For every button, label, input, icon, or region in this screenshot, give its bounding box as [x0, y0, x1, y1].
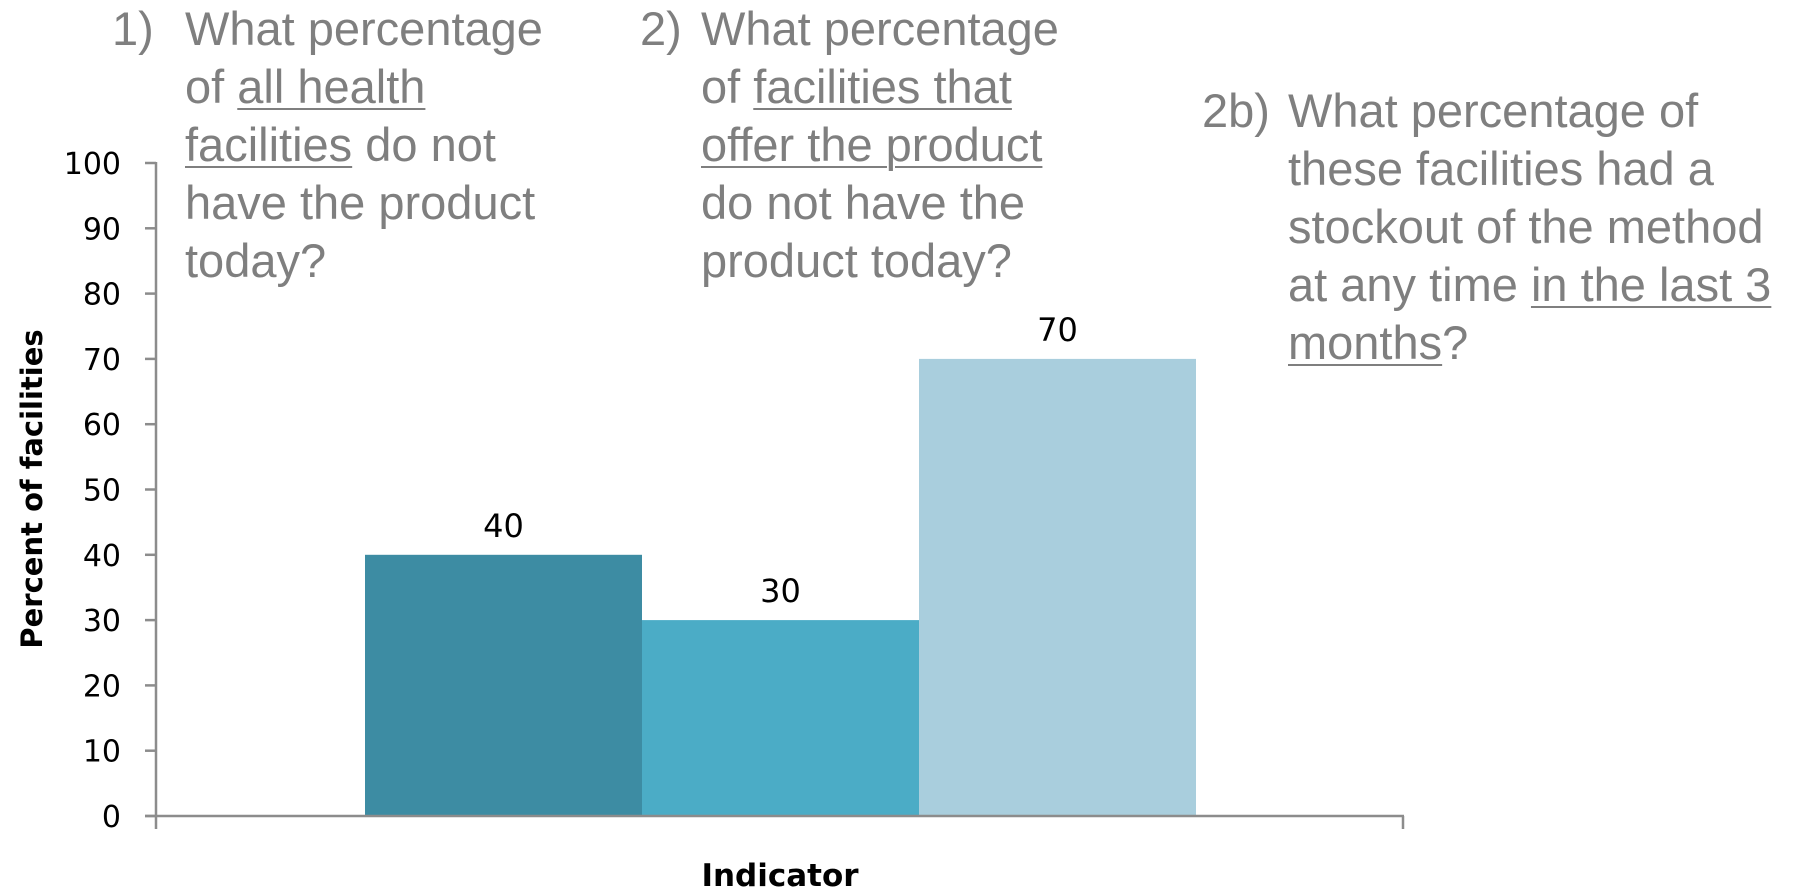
question-2-annotation: 2) What percentage of facilities that of… — [640, 0, 1110, 300]
y-tick-label: 20 — [83, 669, 121, 704]
question-2-text-underlined: facilities that offer the product — [701, 60, 1043, 171]
x-axis-label: Indicator — [701, 858, 859, 890]
y-tick-label: 0 — [102, 800, 121, 835]
y-tick-label: 100 — [64, 147, 121, 182]
question-2b-text-underlined: in the last 3 months — [1288, 258, 1772, 369]
y-tick-label: 30 — [83, 604, 121, 639]
question-2b-annotation: 2b) What percentage of these facilities … — [1202, 82, 1792, 382]
question-1-text-underlined: all health facilities — [185, 60, 426, 171]
question-2b-text-after: ? — [1442, 316, 1469, 369]
y-tick-label: 10 — [83, 735, 121, 770]
question-2-text: What percentage of facilities that offer… — [701, 0, 1101, 290]
y-tick-label: 80 — [83, 278, 121, 313]
y-axis-label: Percent of facilities — [15, 329, 49, 648]
bar-1 — [365, 554, 642, 816]
data-labels: 40 30 70 — [483, 311, 1078, 610]
data-label-2: 30 — [760, 572, 801, 610]
y-tick-label: 60 — [83, 408, 121, 443]
question-2b-number: 2b) — [1202, 84, 1270, 137]
data-label-3: 70 — [1037, 311, 1078, 349]
bar-2 — [642, 620, 919, 816]
bars — [365, 358, 1196, 816]
question-1-number: 1) — [112, 2, 154, 55]
question-1-text-after: do not have the product today? — [185, 118, 536, 287]
y-tick-label: 50 — [83, 474, 121, 509]
question-1-text-before: What percentage of — [185, 2, 543, 113]
y-tick-label: 90 — [83, 212, 121, 247]
question-2-text-after: do not have the product today? — [701, 176, 1026, 287]
question-2-text-before: What percentage of — [701, 2, 1059, 113]
question-2b-text-before: What percentage of these facilities had … — [1288, 84, 1764, 311]
y-tick-label: 70 — [83, 343, 121, 378]
question-2-number: 2) — [640, 2, 682, 55]
bar-3 — [919, 358, 1196, 816]
data-label-1: 40 — [483, 507, 524, 545]
y-axis-ticks: 0 10 20 30 40 50 60 70 80 90 100 — [64, 147, 156, 835]
question-1-annotation: 1) What percentage of all health facilit… — [112, 0, 582, 300]
y-tick-label: 40 — [83, 539, 121, 574]
question-2b-text: What percentage of these facilities had … — [1288, 82, 1797, 372]
question-1-text: What percentage of all health facilities… — [185, 0, 575, 290]
